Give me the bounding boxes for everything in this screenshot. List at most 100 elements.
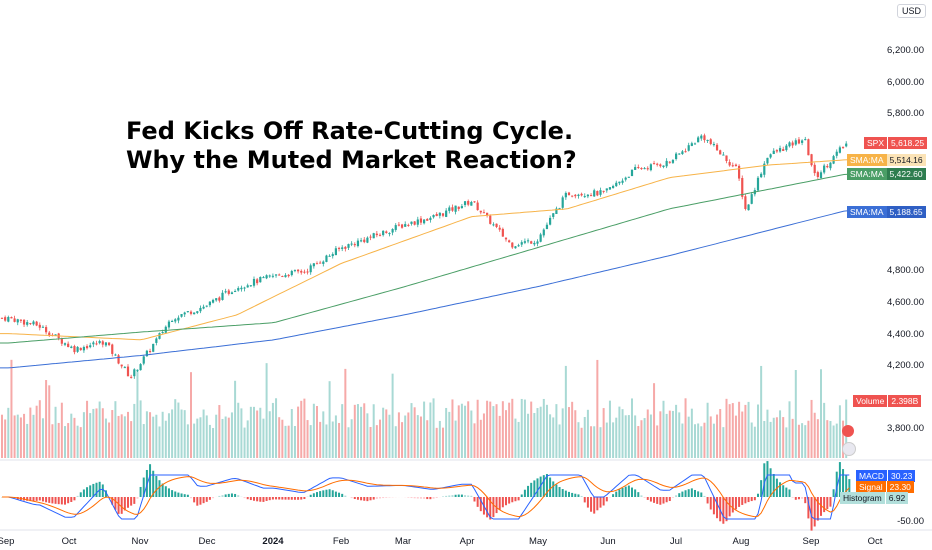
volume-bar [139,400,142,458]
currency-badge[interactable]: USD [896,4,926,18]
volume-bar [76,425,79,458]
macd-histogram-bar [810,497,813,531]
macd-histogram-bar [495,497,498,514]
candle-body [281,276,284,278]
volume-bar [385,409,388,458]
candle-body [230,292,234,294]
macd-histogram-bar [835,471,838,497]
volume-bar [237,402,240,458]
candle-body [426,219,429,221]
volume-bar [511,398,514,458]
volume-bar [791,418,794,458]
candle-body [262,277,265,279]
volume-bar [130,421,133,458]
macd-histogram-bar [464,495,467,497]
macd-histogram-bar [665,497,668,503]
macd-histogram-bar [297,497,300,500]
headline-line-2: Why the Muted Market Reaction? [126,146,577,174]
volume-bar [782,417,785,458]
volume-bar [120,414,123,458]
candle-body [841,146,845,148]
macd-histogram-bar [26,497,29,501]
volume-bar [363,403,366,458]
macd-histogram-bar [804,497,807,504]
macd-histogram-bar [838,462,841,497]
volume-bar [95,408,98,458]
candle-body [35,321,38,326]
macd-histogram-bar [92,483,95,497]
macd-histogram-bar [382,497,385,499]
x-tick-label: Nov [131,536,149,547]
macd-histogram-bar [253,497,255,501]
spx-tag-key: SPX [864,137,888,149]
macd-histogram-bar [212,497,215,499]
sma-line [0,173,849,344]
macd-histogram-bar [237,495,240,497]
candle-body [246,285,249,288]
macd-histogram-bar [731,497,734,513]
candle-body [703,135,706,141]
macd-histogram-bar [772,474,775,497]
volume-bar [199,417,202,458]
macd-histogram-bar [164,486,167,497]
volume-bar [757,404,759,458]
macd-histogram-bar [38,497,41,501]
volume-bar [612,422,615,458]
volume-bar [675,404,678,458]
volume-bar [32,414,35,458]
macd-histogram-bar [205,497,208,502]
macd-histogram-bar [123,497,126,511]
volume-bar [665,413,668,458]
volume-bar [375,425,378,458]
volume-bar [366,413,369,458]
macd-histogram-bar [842,469,845,497]
volume-bar [16,414,19,458]
lightning-icon[interactable] [842,425,854,437]
candle-body [832,156,835,164]
candle-body [457,206,460,209]
volume-bar [549,414,552,458]
volume-bar [243,427,246,458]
volume-bar [445,407,448,458]
macd-histogram-bar [259,497,262,502]
volume-bar [145,411,148,458]
macd-histogram-bar [208,497,211,500]
candle-body [602,190,605,192]
volume-bar [684,398,687,458]
macd-histogram-bar [766,461,769,497]
candle-body [813,164,816,174]
candle-body [32,321,35,325]
candle-body [423,219,426,224]
volume-bar [555,404,558,458]
macd-histogram-bar [486,497,489,518]
volume-bar [328,381,331,458]
macd-histogram-bar [631,487,633,497]
macd-histogram-bar [520,494,523,497]
volume-bar [448,411,451,458]
volume-bar [533,413,536,458]
macd-histogram-bar [454,494,457,497]
volume-bar [391,373,394,458]
volume-bar [460,403,463,458]
macd-histogram-bar [716,497,719,519]
macd-histogram-bar [300,497,303,500]
candle-body [489,215,492,224]
macd-histogram-bar [643,497,646,498]
macd-histogram-bar [139,486,142,497]
macd-tag: MACD 30.23 [856,470,916,482]
flag-icon[interactable] [842,442,856,456]
candle-body [221,292,224,300]
candle-body [649,164,652,171]
volume-bar [779,410,782,458]
candle-body [725,155,728,162]
candle-body [719,150,722,155]
macd-histogram-bar [356,497,359,500]
spx-price-tag: SPX 5,618.25 [864,137,928,149]
candle-body [668,161,671,163]
sma-line [0,210,849,369]
volume-bar [728,404,731,458]
macd-histogram-bar [338,492,341,497]
macd-histogram-bar [319,491,322,497]
macd-histogram-bar [67,497,70,504]
